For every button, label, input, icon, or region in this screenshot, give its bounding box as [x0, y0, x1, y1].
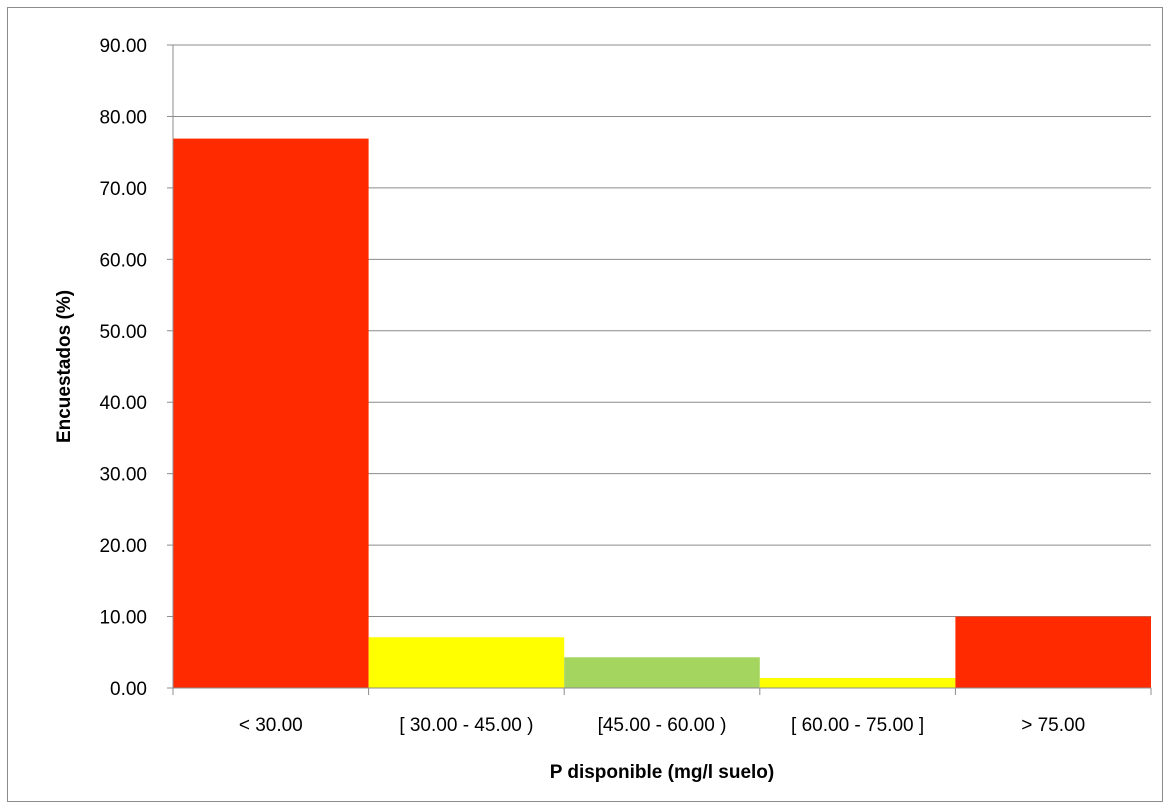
- y-axis-title: Encuestados (%): [54, 290, 75, 443]
- bars: [173, 138, 1151, 688]
- y-tick-label: 50.00: [99, 322, 147, 343]
- y-tick-label: 80.00: [99, 107, 147, 128]
- x-tick-label: [ 60.00 - 75.00 ]: [791, 715, 924, 736]
- bar: [173, 138, 369, 688]
- bar: [368, 637, 565, 688]
- y-tick-label: 10.00: [99, 608, 147, 629]
- bar: [759, 677, 956, 688]
- y-tick-label: 40.00: [99, 393, 147, 414]
- x-axis-title: P disponible (mg/l suelo): [550, 762, 775, 783]
- y-tick-label: 70.00: [99, 179, 147, 200]
- x-tick-label: [45.00 - 60.00 ): [598, 715, 727, 736]
- y-tick-label: 90.00: [99, 36, 147, 57]
- axes: [167, 44, 1152, 695]
- x-tick-labels: < 30.00 [ 30.00 - 45.00 ) [45.00 - 60.00 )…: [239, 715, 1085, 736]
- x-tick-label: < 30.00: [239, 715, 303, 736]
- x-tick-label: [ 30.00 - 45.00 ): [399, 715, 533, 736]
- y-tick-labels: 0.00 10.00 20.00 30.00 40.00 50.00 60.00 70.00 8…: [99, 36, 147, 700]
- bar: [955, 616, 1151, 688]
- y-tick-label: 20.00: [99, 536, 147, 557]
- bar: [564, 657, 760, 688]
- x-tick-label: > 75.00: [1021, 715, 1085, 736]
- y-tick-label: 0.00: [110, 679, 147, 700]
- y-tick-label: 30.00: [99, 465, 147, 486]
- y-tick-label: 60.00: [99, 250, 147, 271]
